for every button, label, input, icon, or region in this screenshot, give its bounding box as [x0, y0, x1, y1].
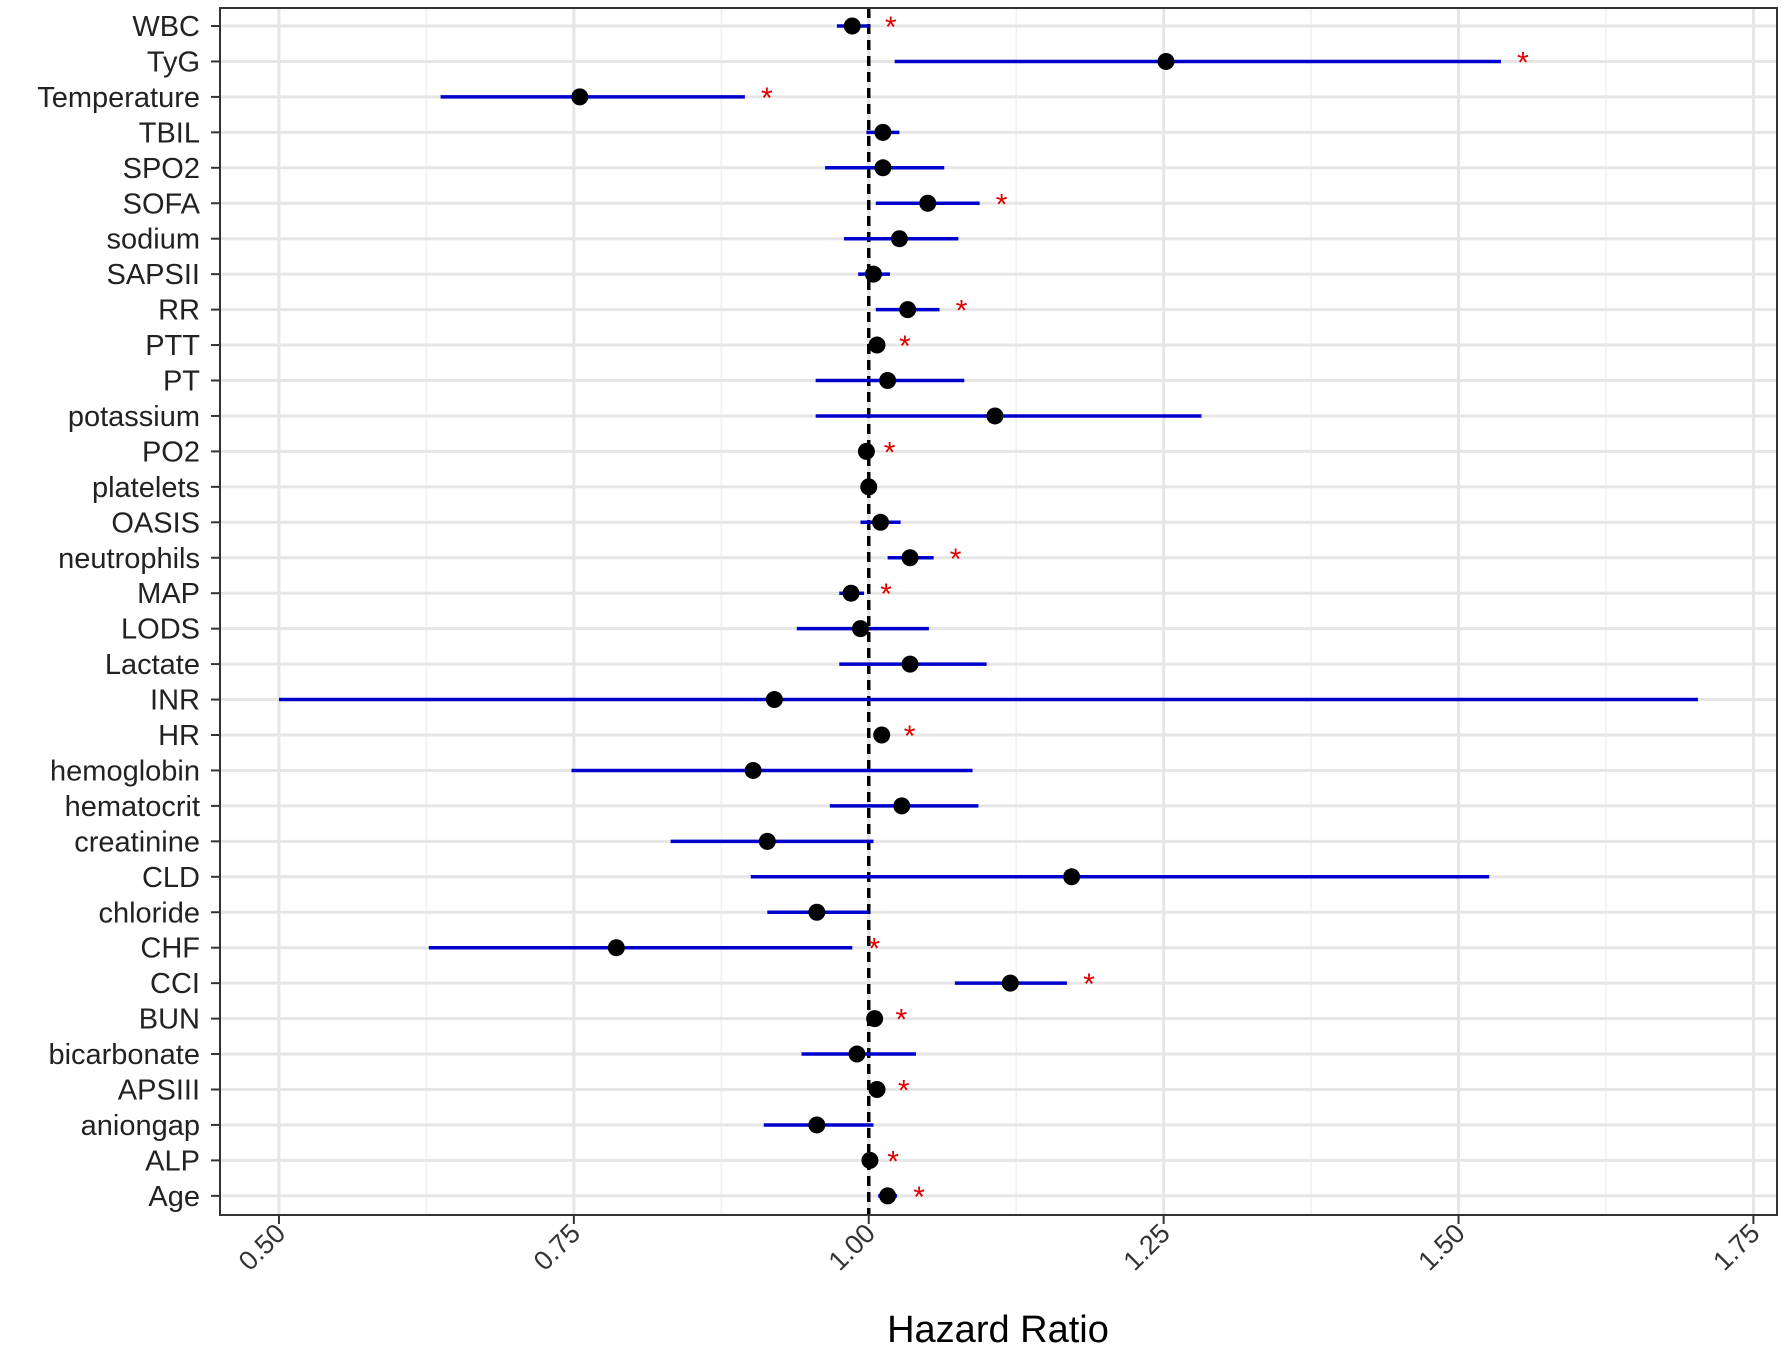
significance-star-ptt: *	[899, 330, 911, 363]
hr-point-apsiii	[868, 1081, 886, 1098]
y-tick-label-chloride: chloride	[98, 897, 200, 929]
significance-star-sofa: *	[996, 188, 1008, 221]
hr-point-chloride	[808, 903, 826, 921]
hr-point-cci	[1001, 974, 1019, 992]
y-tick-label-hr: HR	[158, 720, 200, 752]
hr-point-spo2	[874, 159, 892, 177]
hr-point-hr	[873, 726, 891, 744]
y-tick-label-lods: LODS	[121, 614, 200, 646]
hr-point-pt	[879, 372, 897, 389]
y-tick-label-age: Age	[148, 1181, 200, 1213]
hr-point-hematocrit	[893, 797, 911, 815]
y-tick-label-inr: INR	[150, 685, 200, 717]
hr-point-age	[879, 1187, 897, 1205]
significance-star-apsiii: *	[898, 1075, 910, 1108]
hr-point-temperature	[571, 88, 589, 106]
hr-point-sofa	[919, 194, 937, 212]
y-tick-label-map: MAP	[137, 578, 200, 610]
hr-point-tyg	[1157, 52, 1175, 70]
hr-point-po2	[857, 442, 875, 460]
significance-star-hr: *	[904, 720, 916, 753]
hr-point-wbc	[843, 17, 861, 35]
hr-point-potassium	[986, 407, 1004, 425]
y-tick-label-hemoglobin: hemoglobin	[50, 755, 200, 787]
significance-star-map: *	[880, 578, 892, 611]
hr-point-ptt	[868, 336, 886, 354]
hr-point-tbil	[874, 123, 892, 141]
hr-point-bicarbonate	[848, 1045, 866, 1063]
y-tick-label-po2: PO2	[142, 436, 200, 468]
y-tick-label-cci: CCI	[150, 968, 200, 1000]
hr-point-bun	[866, 1010, 884, 1028]
y-tick-label-tbil: TBIL	[139, 117, 200, 149]
y-tick-label-spo2: SPO2	[123, 153, 200, 185]
hr-point-creatinine	[758, 832, 776, 850]
significance-layer: * * * * * * * * * * * * * * * *	[761, 11, 1529, 1214]
panel-border	[219, 7, 1778, 1216]
significance-star-wbc: *	[885, 11, 897, 44]
x-tick-label: 0.75	[528, 1218, 586, 1276]
y-tick-label-oasis: OASIS	[111, 507, 200, 539]
significance-star-neutrophils: *	[950, 543, 962, 576]
ci-layer	[278, 24, 1698, 1198]
hr-point-chf	[607, 939, 625, 957]
y-tick-label-pt: PT	[163, 366, 200, 398]
significance-star-tyg: *	[1517, 46, 1529, 79]
y-tick-label-tyg: TyG	[147, 46, 200, 78]
x-tick-label: 1.00	[823, 1218, 881, 1276]
hr-point-cld	[1063, 868, 1081, 886]
significance-star-bun: *	[896, 1004, 908, 1037]
y-tick-label-cld: CLD	[142, 862, 200, 894]
y-tick-label-sapsii: SAPSII	[107, 259, 201, 291]
y-tick-label-creatinine: creatinine	[74, 826, 200, 858]
x-tick-label: 1.75	[1707, 1218, 1765, 1276]
hr-point-map	[842, 584, 860, 602]
y-tick-label-aniongap: aniongap	[81, 1110, 200, 1142]
y-tick-label-bun: BUN	[139, 1004, 200, 1036]
y-tick-label-sodium: sodium	[107, 224, 201, 256]
significance-star-temperature: *	[761, 82, 773, 115]
y-tick-label-platelets: platelets	[92, 472, 200, 504]
significance-star-age: *	[913, 1181, 925, 1214]
significance-star-cci: *	[1083, 968, 1095, 1001]
y-tick-label-wbc: WBC	[132, 11, 200, 43]
y-tick-label-apsiii: APSIII	[118, 1075, 200, 1107]
hr-point-lactate	[901, 655, 919, 673]
significance-star-po2: *	[884, 436, 896, 469]
significance-star-alp: *	[887, 1145, 899, 1178]
y-tick-label-sofa: SOFA	[123, 188, 201, 220]
hr-point-rr	[899, 301, 917, 319]
significance-star-rr: *	[956, 295, 968, 328]
significance-star-chf: *	[868, 933, 880, 966]
hr-point-hemoglobin	[744, 761, 762, 779]
y-tick-label-chf: CHF	[140, 933, 200, 965]
y-tick-label-ptt: PTT	[145, 330, 200, 362]
y-tick-label-alp: ALP	[145, 1145, 200, 1177]
x-axis-title: Hazard Ratio	[887, 1309, 1109, 1351]
points-layer	[571, 17, 1175, 1205]
x-tick-label: 0.50	[233, 1218, 291, 1276]
hr-point-neutrophils	[901, 549, 919, 567]
y-tick-label-potassium: potassium	[68, 401, 200, 433]
y-tick-label-neutrophils: neutrophils	[58, 543, 200, 575]
hr-point-lods	[851, 620, 869, 638]
x-tick-label: 1.25	[1117, 1218, 1175, 1276]
hr-point-oasis	[872, 513, 890, 531]
y-tick-label-hematocrit: hematocrit	[65, 791, 200, 823]
hr-point-sapsii	[864, 265, 882, 283]
hr-point-inr	[765, 691, 783, 709]
hr-point-alp	[861, 1151, 879, 1169]
y-tick-label-bicarbonate: bicarbonate	[48, 1039, 200, 1071]
hr-point-sodium	[890, 230, 908, 248]
y-tick-label-rr: RR	[158, 295, 200, 327]
hr-point-platelets	[860, 478, 878, 496]
y-tick-label-lactate: Lactate	[105, 649, 200, 681]
y-tick-label-temperature: Temperature	[37, 82, 200, 114]
x-tick-label: 1.50	[1412, 1218, 1470, 1276]
hr-point-aniongap	[808, 1116, 826, 1134]
